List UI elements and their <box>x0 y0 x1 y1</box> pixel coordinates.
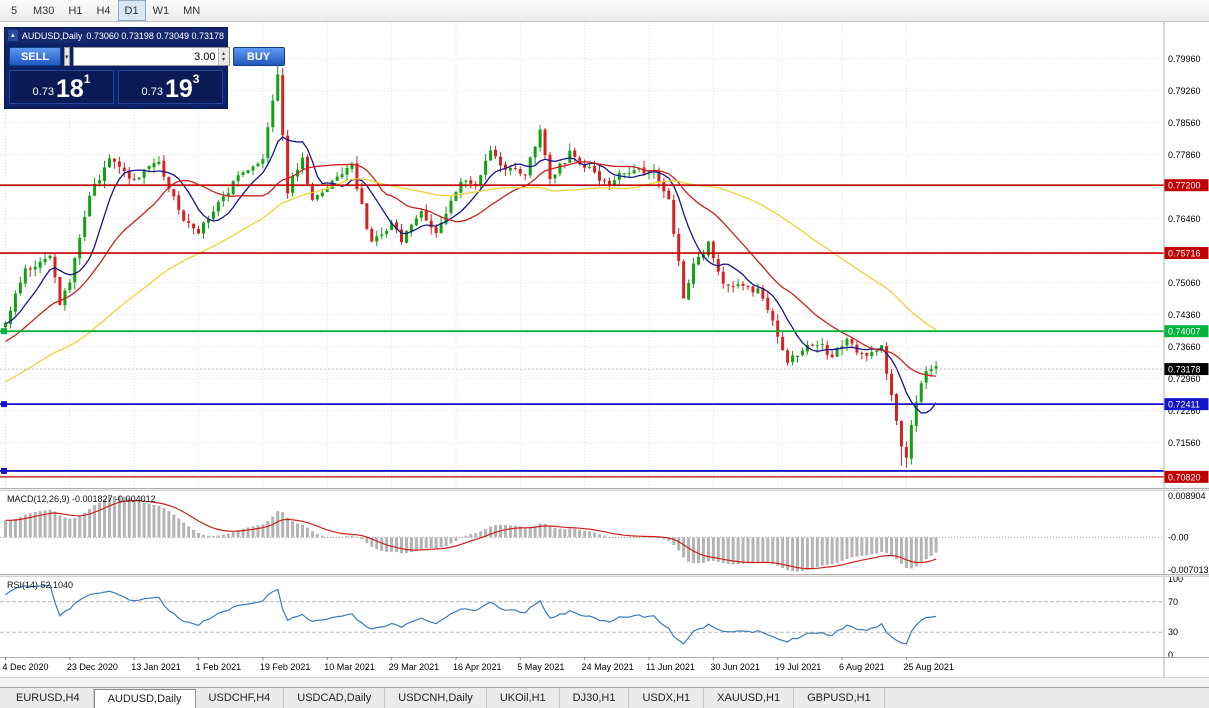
svg-text:5 May 2021: 5 May 2021 <box>517 662 564 672</box>
svg-text:0.72260: 0.72260 <box>1168 406 1201 416</box>
svg-text:11 Jun 2021: 11 Jun 2021 <box>646 662 695 672</box>
chart-tab-bar: EURUSD,H4 AUDUSD,Daily USDCHF,H4 USDCAD,Dai… <box>0 687 1209 708</box>
svg-text:0.74007: 0.74007 <box>1168 327 1201 337</box>
lot-size-field: ▴▾ <box>72 47 230 66</box>
svg-text:29 Mar 2021: 29 Mar 2021 <box>389 662 440 672</box>
order-type-dropdown[interactable]: ▾ <box>64 47 70 66</box>
sell-button[interactable]: SELL <box>9 47 61 66</box>
pane-splitter[interactable] <box>0 488 1209 491</box>
collapse-arrow-icon[interactable]: ▴ <box>8 30 18 41</box>
svg-text:13 Jan 2021: 13 Jan 2021 <box>131 662 181 672</box>
period-button-mn[interactable]: MN <box>183 4 201 17</box>
buy-price-display[interactable]: 0.73 19 3 <box>118 70 223 104</box>
period-button-d1[interactable]: D1 <box>117 0 146 21</box>
tab-audusd-daily[interactable]: AUDUSD,Daily <box>93 689 196 708</box>
tab-usdchf-h4[interactable]: USDCHF,H4 <box>196 688 285 708</box>
tab-usdcnh-daily[interactable]: USDCNH,Daily <box>385 688 487 708</box>
lot-increase-button[interactable]: ▴ <box>222 50 226 57</box>
sell-price-prefix: 0.73 <box>32 86 54 98</box>
period-button-m30[interactable]: M30 <box>33 4 55 17</box>
macd-indicator-label: MACD(12,26,9) -0.001827 -0.004012 <box>7 494 156 504</box>
svg-text:0.75060: 0.75060 <box>1168 278 1201 288</box>
sell-price-big: 18 <box>55 74 84 103</box>
tab-eurusd-h4[interactable]: EURUSD,H4 <box>3 688 94 708</box>
pane-splitter[interactable] <box>0 574 1209 577</box>
svg-text:0.75716: 0.75716 <box>1168 249 1201 259</box>
svg-text:0.77200: 0.77200 <box>1168 181 1201 191</box>
buy-price-big: 19 <box>164 74 193 103</box>
svg-text:0.79960: 0.79960 <box>1168 54 1201 64</box>
svg-text:19 Feb 2021: 19 Feb 2021 <box>260 662 311 672</box>
lot-decrease-button[interactable]: ▾ <box>222 56 226 63</box>
svg-text:70: 70 <box>1168 597 1178 607</box>
svg-text:0.79260: 0.79260 <box>1168 86 1201 96</box>
periods-toolbar: 5 M30 H1 H4 D1 W1 MN <box>0 0 1209 22</box>
svg-text:0.74360: 0.74360 <box>1168 310 1201 320</box>
tab-usdx-h1[interactable]: USDX,H1 <box>629 688 705 708</box>
chart-info-bar[interactable]: ▴ AUDUSD,Daily 0.73060 0.73198 0.73049 0… <box>5 28 227 43</box>
time-axis[interactable]: 4 Dec 2020 23 Dec 2020 13 Jan 2021 1 Feb 20… <box>0 657 1209 677</box>
period-button-h4[interactable]: H4 <box>96 4 111 17</box>
tab-gbpusd-h1[interactable]: GBPUSD,H1 <box>794 688 885 708</box>
svg-text:0.73660: 0.73660 <box>1168 342 1201 352</box>
tab-usdcad-daily[interactable]: USDCAD,Daily <box>284 688 386 708</box>
period-button-5[interactable]: 5 <box>10 4 18 17</box>
svg-text:0.71560: 0.71560 <box>1168 438 1201 448</box>
buy-button[interactable]: BUY <box>232 47 285 66</box>
tab-xauusd-h1[interactable]: XAUUSD,H1 <box>704 688 795 708</box>
chart-ohlc-values: 0.73060 0.73198 0.73049 0.73178 <box>86 30 224 41</box>
lot-spinner: ▴ ▾ <box>217 48 229 65</box>
svg-text:-0.007013: -0.007013 <box>1168 565 1209 574</box>
svg-text:6 Aug 2021: 6 Aug 2021 <box>839 662 885 672</box>
sell-price-pip: 1 <box>83 72 91 86</box>
svg-text:1 Feb 2021: 1 Feb 2021 <box>196 662 242 672</box>
svg-text:0: 0 <box>1168 650 1173 657</box>
svg-text:-0.00: -0.00 <box>1168 532 1189 542</box>
buy-price-pip: 3 <box>192 72 200 86</box>
one-click-trading-panel: ▴ AUDUSD,Daily 0.73060 0.73198 0.73049 0… <box>5 28 285 108</box>
svg-text:25 Aug 2021: 25 Aug 2021 <box>903 662 954 672</box>
svg-text:10 Mar 2021: 10 Mar 2021 <box>324 662 375 672</box>
svg-text:0.78560: 0.78560 <box>1168 118 1201 128</box>
svg-text:30: 30 <box>1168 627 1178 637</box>
buy-price-prefix: 0.73 <box>141 86 163 98</box>
svg-text:16 Apr 2021: 16 Apr 2021 <box>453 662 502 672</box>
tab-dj30-h1[interactable]: DJ30,H1 <box>560 688 630 708</box>
svg-text:100: 100 <box>1168 577 1183 584</box>
rsi-indicator-label: RSI(14) 52.1040 <box>7 580 74 590</box>
lot-size-input[interactable] <box>73 48 218 65</box>
chevron-down-icon: ▾ <box>65 53 69 61</box>
svg-text:0.76460: 0.76460 <box>1168 214 1201 224</box>
svg-text:0.72411: 0.72411 <box>1168 400 1200 410</box>
period-button-h1[interactable]: H1 <box>68 4 83 17</box>
svg-text:19 Jul 2021: 19 Jul 2021 <box>775 662 822 672</box>
horizontal-scrollbar[interactable] <box>0 677 1209 687</box>
tab-ukoil-h1[interactable]: UKOil,H1 <box>487 688 560 708</box>
svg-text:0.77860: 0.77860 <box>1168 150 1201 160</box>
chart-symbol-label: AUDUSD,Daily <box>21 30 83 41</box>
svg-text:0.008904: 0.008904 <box>1168 491 1206 501</box>
svg-text:30 Jun 2021: 30 Jun 2021 <box>710 662 760 672</box>
sell-price-display[interactable]: 0.73 18 1 <box>9 70 114 104</box>
macd-pane-canvas[interactable]: 0.008904 -0.00 -0.007013 <box>0 491 1209 574</box>
svg-text:0.73178: 0.73178 <box>1168 365 1201 375</box>
svg-text:0.72960: 0.72960 <box>1168 374 1201 384</box>
svg-text:0.70820: 0.70820 <box>1168 472 1201 482</box>
svg-text:4 Dec 2020: 4 Dec 2020 <box>3 662 49 672</box>
svg-text:23 Dec 2020: 23 Dec 2020 <box>67 662 118 672</box>
period-button-w1[interactable]: W1 <box>152 4 170 17</box>
rsi-pane-canvas[interactable]: 100 70 30 0 <box>0 577 1209 657</box>
svg-text:24 May 2021: 24 May 2021 <box>582 662 634 672</box>
